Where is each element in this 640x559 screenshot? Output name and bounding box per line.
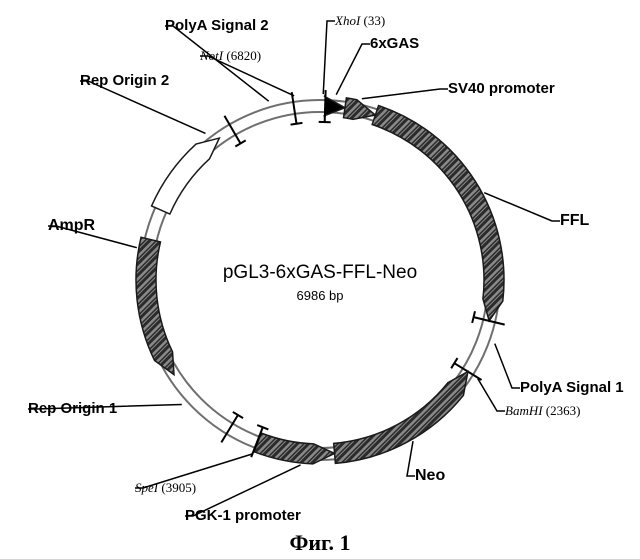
leader-Neo [407,441,415,476]
label-XhoI: XhoI (33) [334,13,385,28]
label-SV40: SV40 promoter [448,80,555,97]
label-6xGAS: 6xGAS [370,35,419,52]
tick-cap-PolyA1 [472,311,475,323]
tick-cap-NotI [291,123,303,125]
tick-cap-PolyA2 [235,140,245,146]
leader-PolyA2 [165,26,269,101]
leader-6xGAS [336,44,370,95]
feature-AmpR [136,237,174,374]
plasmid-map: 6xGAS SV40 promoter FFL PolyA Signal 1 BamHI… [0,0,640,559]
figure-caption: Фиг. 1 [289,530,350,555]
label-PolyA2: PolyA Signal 2 [165,17,269,34]
label-AmpR: AmpR [48,217,96,234]
feature-FFL [372,106,504,321]
label-SpeI: SpeI (3905) [135,480,196,495]
label-BamHI: BamHI (2363) [505,403,580,418]
plasmid-name: pGL3-6xGAS-FFL-Neo [223,262,417,283]
feature-Neo [334,372,468,464]
leader-PolyA1 [495,344,520,388]
label-Neo: Neo [415,467,445,484]
feature-PGK1 [254,433,334,464]
tick-NotI [292,92,297,124]
leader-SV40 [362,89,448,99]
leader-FFL [484,193,560,221]
feature-RepOri2 [152,138,220,214]
label-PolyA1: PolyA Signal 1 [520,379,624,396]
plasmid-size: 6986 bp [297,288,344,303]
feature-SV40 [344,98,376,119]
leader-BamHI [478,379,505,411]
plasmid-center-text: pGL3-6xGAS-FFL-Neo 6986 bp [223,262,417,303]
label-RepOri1: Rep Origin 1 [28,400,117,417]
tick-cap-BamHI [451,358,457,368]
label-RepOri2: Rep Origin 2 [80,72,169,89]
leader-XhoI [323,21,335,94]
tick-cap-RepOri1 [233,412,243,418]
label-NotI: NotI (6820) [199,48,261,63]
label-FFL: FFL [560,212,590,229]
figure-caption-text: Фиг. 1 [289,530,350,555]
tick-XhoI [325,90,326,122]
label-PGK1: PGK-1 promoter [185,507,301,524]
